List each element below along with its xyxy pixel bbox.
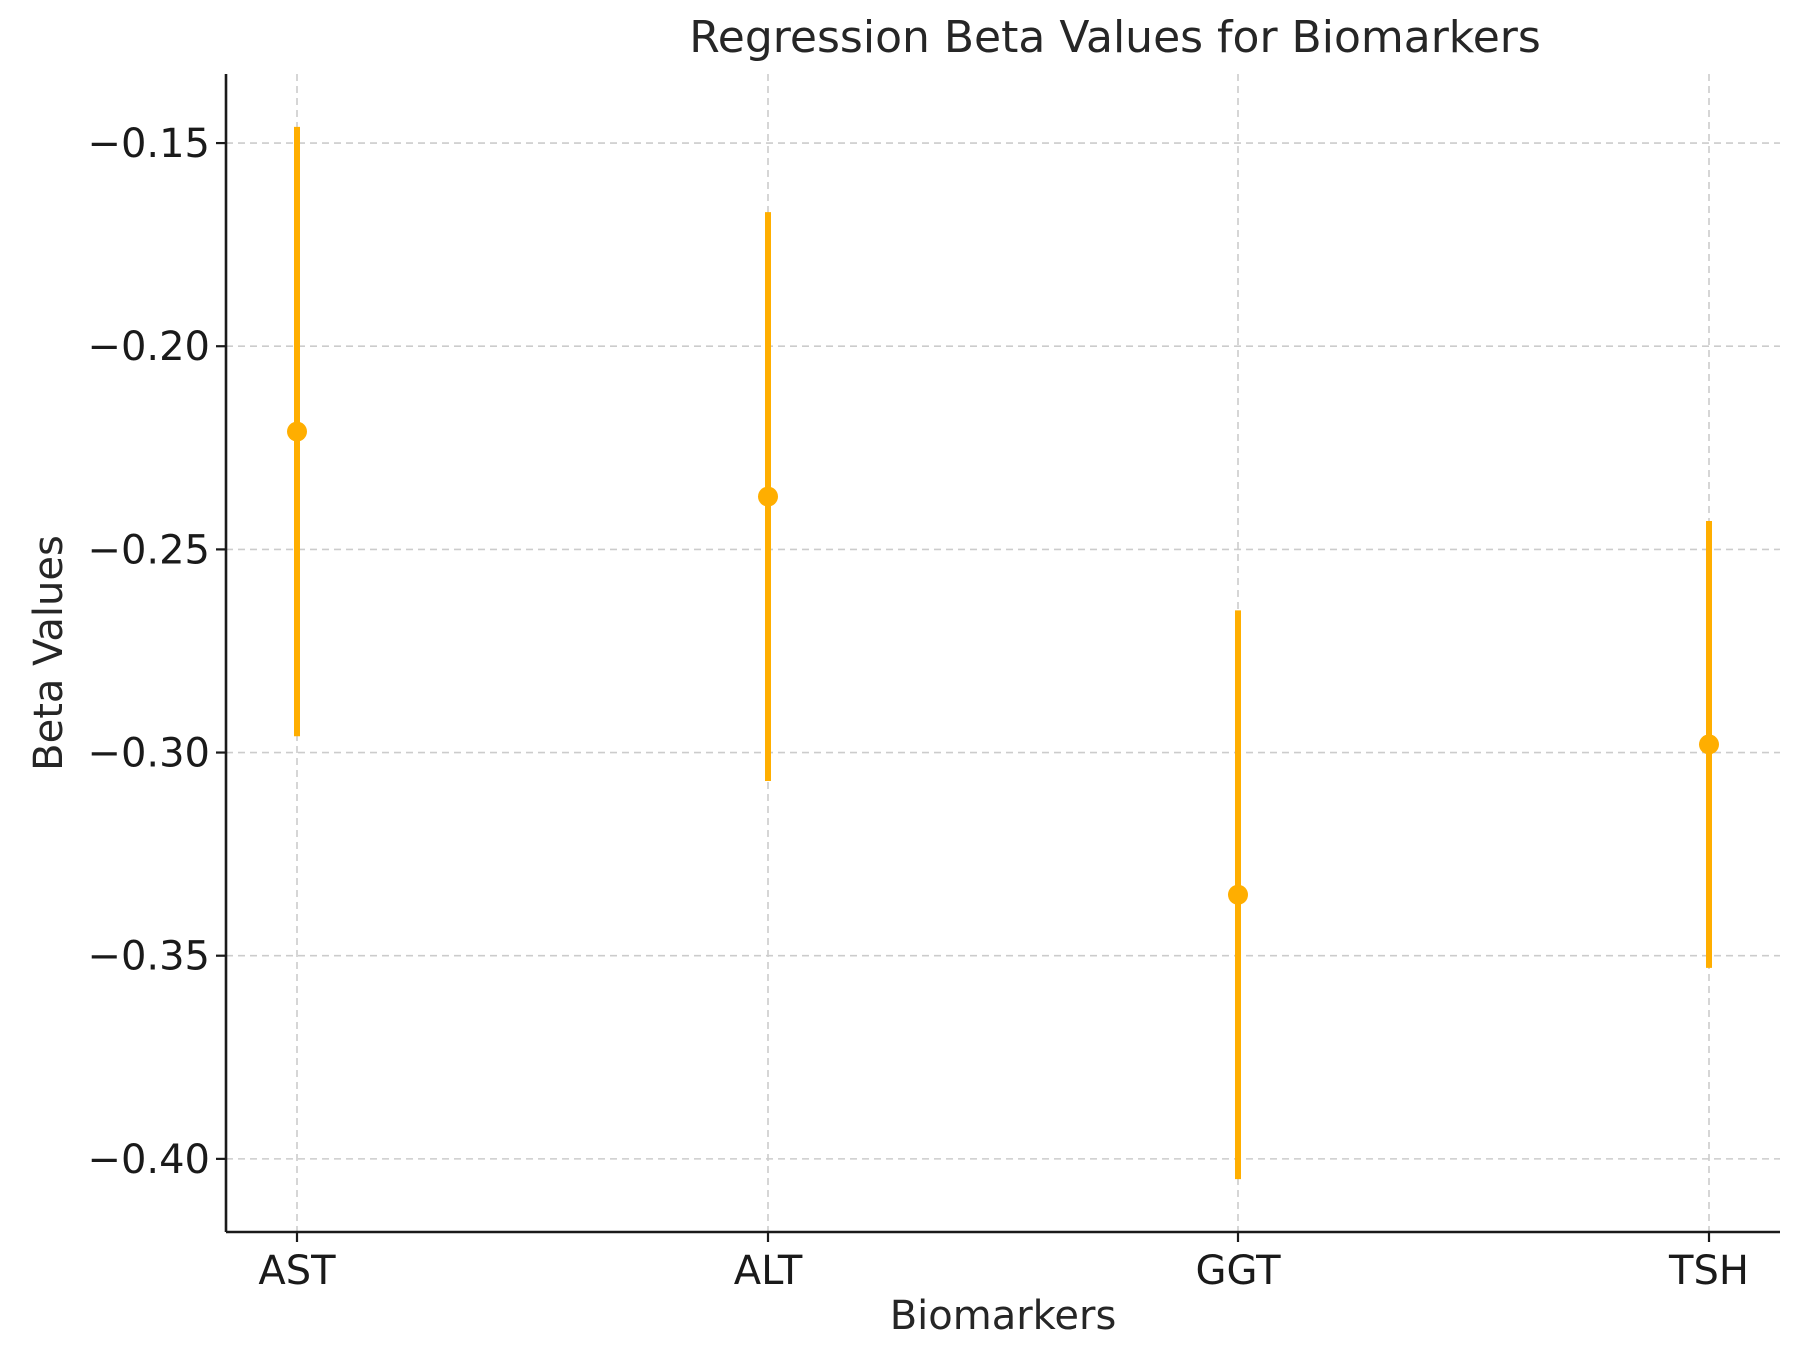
x-tick-label: TSH [1668,1248,1749,1294]
error-bars [294,126,1712,1180]
data-point-alt [758,486,778,507]
y-tick-label: −0.40 [87,1137,210,1183]
y-tick-label: −0.25 [87,527,210,573]
x-axis-label: Biomarkers [890,1293,1117,1339]
x-tick-label: GGT [1196,1248,1282,1294]
data-point-tsh [1699,734,1719,755]
axes [224,74,1780,1234]
data-point-ast [287,421,307,442]
y-tick-label: −0.20 [87,324,210,370]
data-points [287,421,1719,905]
y-tick-label: −0.30 [87,731,210,777]
y-axis-label: Beta Values [26,535,72,771]
x-tick-label: AST [258,1248,336,1294]
y-tick-label: −0.35 [87,934,210,980]
data-point-ggt [1228,884,1248,905]
y-tick-label: −0.15 [87,121,210,167]
x-tick-label: ALT [734,1248,803,1294]
ticks: −0.15 −0.20 −0.25 −0.30 −0.35 −0.40 AST ALT GGT T… [87,121,1749,1294]
chart-title: Regression Beta Values for Biomarkers [689,12,1541,63]
grid-layer [226,74,1780,1232]
